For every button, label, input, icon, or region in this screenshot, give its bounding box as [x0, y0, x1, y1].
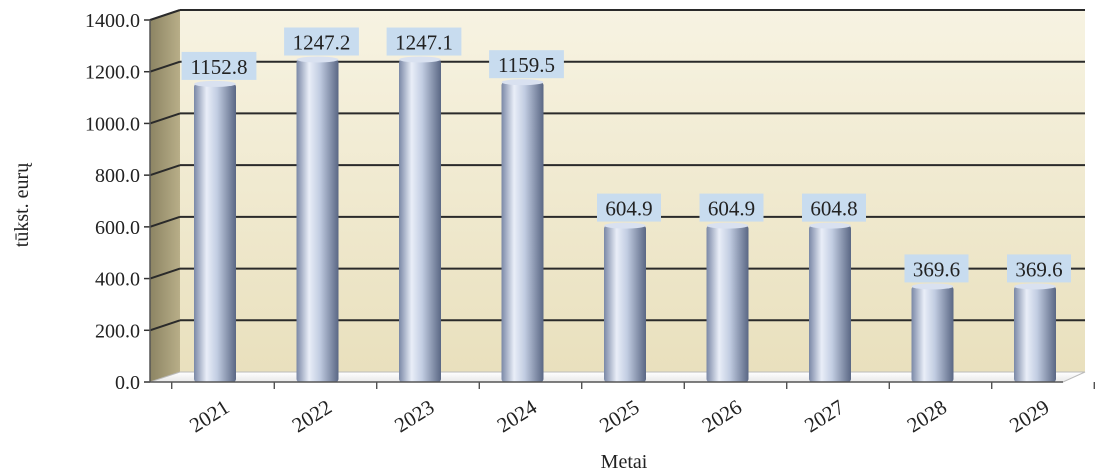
bar-2023: 1247.1 [386, 27, 462, 382]
data-label-box [284, 27, 359, 56]
data-label-box [181, 51, 257, 80]
gridline-side [149, 319, 181, 332]
bar-top [501, 79, 544, 86]
data-label-box [802, 193, 866, 222]
bar-2029: 369.6 [1007, 254, 1071, 382]
y-tick-label: 200.0 [95, 320, 140, 342]
x-tick-label: 2028 [903, 395, 951, 438]
x-tick-label: 2025 [595, 395, 643, 438]
y-axis-ticks: 0.0 200.0 400.0 600.0 800.0 1000.0 1200.0 1400.… [85, 10, 151, 394]
bar-body [604, 225, 646, 382]
bar-2028: 369.6 [904, 254, 969, 382]
bar-body [501, 82, 544, 382]
bars: 1152.8 1247.2 1247.1 1159.5 604.9 604.9 604.8 3… [181, 27, 1071, 383]
x-tick-label: 2021 [185, 395, 233, 438]
data-label-box [1007, 254, 1071, 283]
data-label-box [597, 193, 661, 222]
y-tick-label: 800.0 [95, 165, 140, 187]
side-wall [150, 10, 180, 382]
y-tick-label: 1400.0 [85, 10, 140, 32]
data-label: 604.9 [708, 197, 755, 221]
bar-top [399, 56, 441, 63]
gridline-side [149, 215, 181, 228]
bar-body [194, 83, 236, 382]
x-tick-label: 2027 [800, 395, 848, 438]
x-axis-label: Metai [601, 451, 648, 472]
data-label: 1159.5 [498, 53, 555, 77]
data-label-box [386, 27, 462, 56]
bar-body [1014, 286, 1056, 382]
bar-body [399, 59, 441, 382]
x-tick-label: 2029 [1005, 395, 1053, 438]
bar-top [809, 222, 851, 229]
data-label-box [904, 254, 969, 283]
bar-top [296, 56, 339, 63]
bar-2026: 604.9 [699, 193, 764, 382]
data-label: 604.9 [605, 197, 652, 221]
bar-body [706, 225, 749, 382]
bar-2025: 604.9 [597, 193, 661, 382]
bar-body [911, 286, 954, 382]
bar-top [911, 283, 954, 290]
data-label: 1247.1 [395, 31, 453, 55]
x-tick-label: 2022 [288, 395, 336, 438]
bar-2021: 1152.8 [181, 51, 257, 382]
bar-top [1014, 283, 1056, 290]
bar-top [604, 222, 646, 229]
bar-body [296, 59, 339, 383]
data-label: 369.6 [1015, 257, 1062, 281]
bar-2027: 604.8 [802, 193, 866, 382]
gridline-side [149, 60, 181, 73]
y-tick-label: 400.0 [95, 269, 140, 291]
x-tick-label: 2023 [390, 395, 438, 438]
data-label: 369.6 [913, 257, 960, 281]
y-tick-label: 1000.0 [85, 113, 140, 135]
data-label: 604.8 [810, 197, 857, 221]
gridline-side [149, 164, 181, 177]
y-tick-label: 600.0 [95, 217, 140, 239]
data-label-box [699, 193, 764, 222]
gridline-side [149, 267, 181, 280]
bar-top [194, 80, 236, 87]
y-tick-label: 1200.0 [85, 62, 140, 84]
x-tick-label: 2024 [493, 394, 542, 437]
x-axis-ticks: 2021 2022 2023 2024 2025 2026 2027 2028 2029 [150, 381, 1095, 438]
data-label: 1152.8 [191, 55, 248, 79]
gridline-side [149, 112, 181, 125]
x-tick-label: 2026 [698, 395, 746, 438]
data-label: 1247.2 [293, 31, 351, 55]
gridline-side [149, 9, 181, 21]
data-label-box [489, 50, 564, 79]
bar-body [809, 225, 851, 382]
bar-2022: 1247.2 [284, 27, 359, 383]
y-axis-label: tūkst. eurų [11, 162, 33, 247]
bar-2024: 1159.5 [489, 50, 564, 382]
y-tick-label: 0.0 [115, 372, 140, 394]
bar-top [706, 222, 749, 229]
